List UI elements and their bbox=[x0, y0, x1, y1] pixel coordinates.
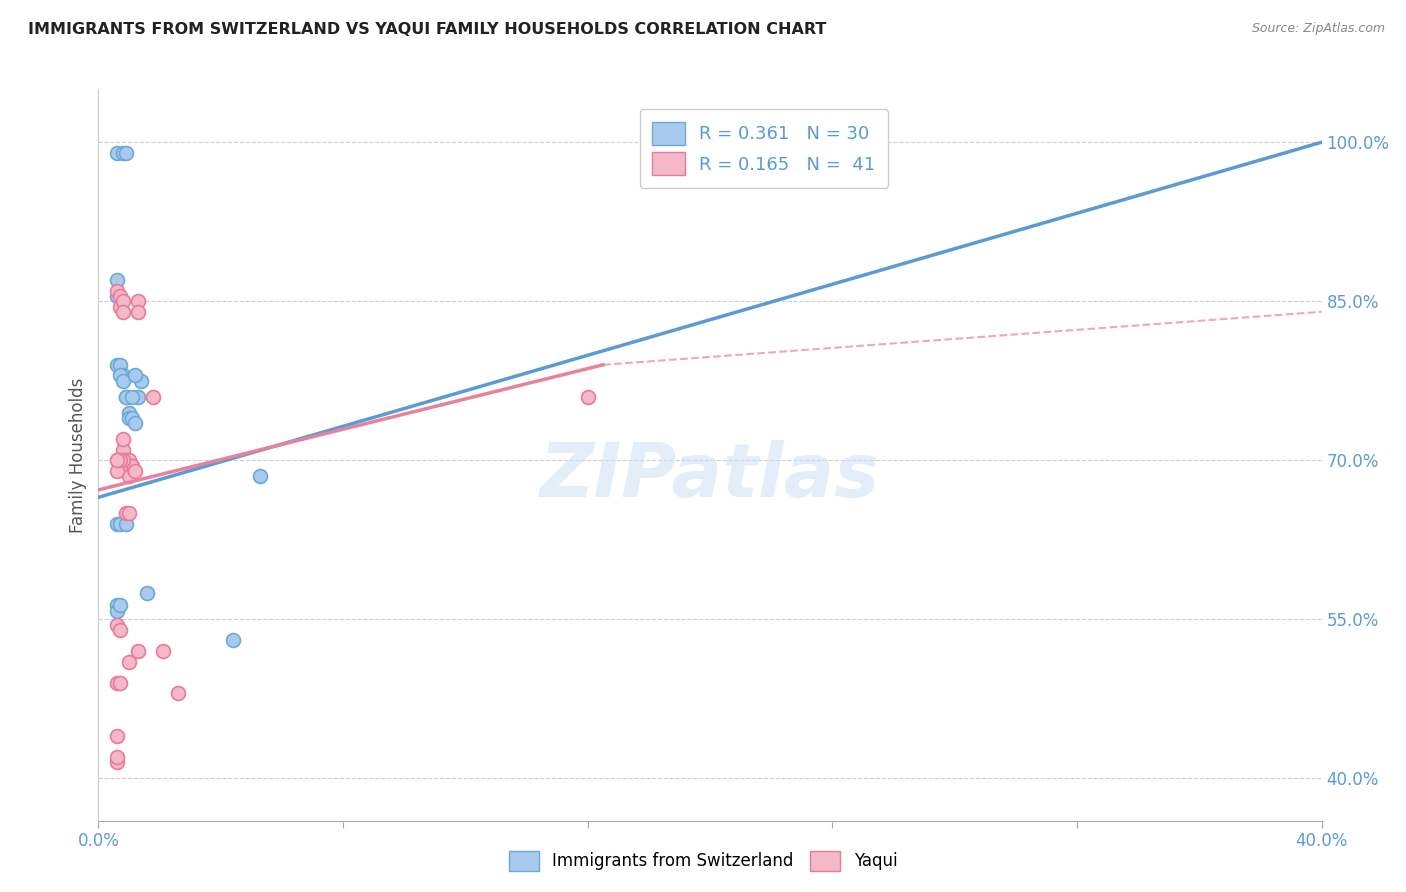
Point bbox=[108, 458, 131, 473]
Point bbox=[790, 161, 813, 176]
Point bbox=[105, 453, 128, 467]
Y-axis label: Family Households: Family Households bbox=[69, 377, 87, 533]
Point bbox=[167, 686, 190, 700]
Point bbox=[118, 405, 141, 419]
Point bbox=[111, 294, 134, 309]
Point bbox=[129, 374, 152, 388]
Point bbox=[111, 442, 134, 457]
Point bbox=[108, 676, 131, 690]
Point bbox=[115, 390, 138, 404]
Point bbox=[118, 655, 141, 669]
Point bbox=[115, 464, 138, 478]
Point bbox=[105, 604, 128, 618]
Point bbox=[576, 390, 599, 404]
Point bbox=[105, 617, 128, 632]
Point bbox=[121, 390, 143, 404]
Point bbox=[115, 506, 138, 520]
Point bbox=[108, 453, 131, 467]
Point bbox=[118, 506, 141, 520]
Point bbox=[105, 273, 128, 287]
Point bbox=[124, 416, 146, 430]
Point bbox=[118, 410, 141, 425]
Point bbox=[121, 458, 143, 473]
Text: ZIPatlas: ZIPatlas bbox=[540, 441, 880, 514]
Point bbox=[105, 358, 128, 372]
Point bbox=[105, 464, 128, 478]
Point bbox=[108, 516, 131, 531]
Point bbox=[222, 633, 245, 648]
Point bbox=[115, 516, 138, 531]
Point bbox=[105, 750, 128, 764]
Point bbox=[127, 644, 149, 658]
Point bbox=[108, 300, 131, 314]
Legend: R = 0.361   N = 30, R = 0.165   N =  41: R = 0.361 N = 30, R = 0.165 N = 41 bbox=[640, 109, 889, 188]
Point bbox=[105, 599, 128, 613]
Point bbox=[136, 585, 159, 599]
Point bbox=[105, 453, 128, 467]
Point bbox=[152, 644, 174, 658]
Point bbox=[118, 464, 141, 478]
Text: IMMIGRANTS FROM SWITZERLAND VS YAQUI FAMILY HOUSEHOLDS CORRELATION CHART: IMMIGRANTS FROM SWITZERLAND VS YAQUI FAM… bbox=[28, 22, 827, 37]
Point bbox=[121, 458, 143, 473]
Point bbox=[105, 284, 128, 298]
Point bbox=[127, 294, 149, 309]
Text: Source: ZipAtlas.com: Source: ZipAtlas.com bbox=[1251, 22, 1385, 36]
Legend: Immigrants from Switzerland, Yaqui: Immigrants from Switzerland, Yaqui bbox=[501, 842, 905, 880]
Point bbox=[111, 145, 134, 160]
Point bbox=[105, 145, 128, 160]
Point bbox=[111, 374, 134, 388]
Point bbox=[111, 305, 134, 319]
Point bbox=[127, 305, 149, 319]
Point bbox=[108, 358, 131, 372]
Point bbox=[111, 368, 134, 383]
Point bbox=[108, 599, 131, 613]
Point bbox=[124, 464, 146, 478]
Point bbox=[105, 676, 128, 690]
Point bbox=[111, 453, 134, 467]
Point bbox=[105, 516, 128, 531]
Point bbox=[115, 145, 138, 160]
Point bbox=[124, 368, 146, 383]
Point bbox=[118, 453, 141, 467]
Point bbox=[108, 368, 131, 383]
Point bbox=[115, 453, 138, 467]
Point bbox=[118, 469, 141, 483]
Point bbox=[249, 469, 271, 483]
Point bbox=[108, 453, 131, 467]
Point bbox=[105, 756, 128, 770]
Point bbox=[121, 410, 143, 425]
Point bbox=[108, 289, 131, 303]
Point bbox=[108, 458, 131, 473]
Point bbox=[105, 289, 128, 303]
Point bbox=[142, 390, 165, 404]
Point bbox=[111, 432, 134, 446]
Point bbox=[108, 623, 131, 637]
Point bbox=[127, 390, 149, 404]
Point bbox=[115, 390, 138, 404]
Point bbox=[108, 458, 131, 473]
Point bbox=[105, 729, 128, 743]
